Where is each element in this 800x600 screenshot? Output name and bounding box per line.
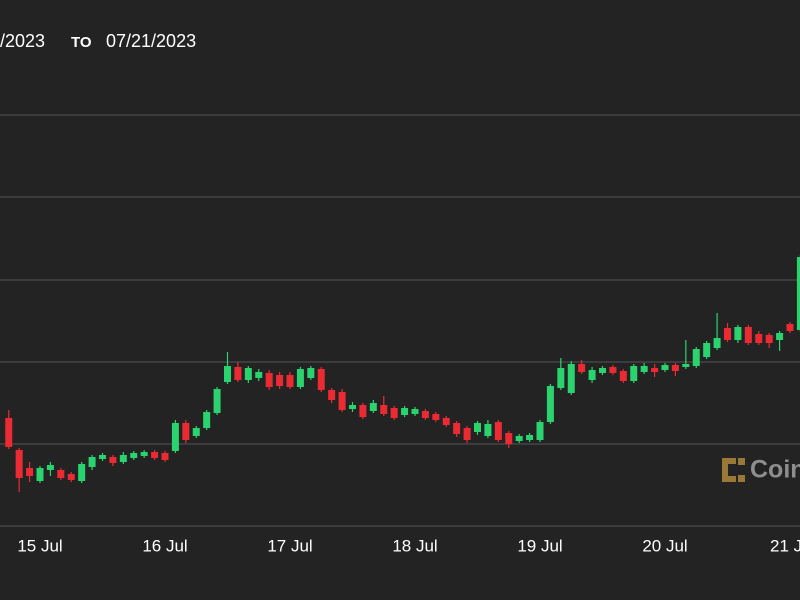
candle-body bbox=[109, 457, 117, 463]
range-from: /2023 bbox=[0, 31, 45, 51]
candle-body bbox=[119, 455, 127, 462]
candle-body bbox=[421, 411, 429, 418]
candle-body bbox=[724, 328, 731, 340]
candle-body bbox=[463, 428, 471, 440]
candle-body bbox=[99, 455, 106, 459]
candle-body bbox=[286, 375, 294, 387]
candle-body bbox=[619, 371, 627, 381]
candle-body bbox=[661, 365, 669, 370]
candle-body bbox=[796, 257, 800, 330]
candle-body bbox=[546, 386, 554, 422]
candle-body bbox=[182, 423, 190, 440]
candle-body bbox=[328, 390, 336, 400]
candle-body bbox=[651, 368, 659, 372]
x-tick-label: 19 Jul bbox=[517, 536, 562, 555]
candle-body bbox=[244, 368, 252, 380]
x-tick-label: 18 Jul bbox=[392, 536, 437, 555]
candle-body bbox=[401, 408, 409, 415]
candles bbox=[5, 255, 800, 492]
x-tick-label: 15 Jul bbox=[17, 536, 62, 555]
candle-body bbox=[192, 428, 200, 436]
candle-body bbox=[640, 366, 648, 372]
candle-body bbox=[390, 408, 398, 418]
candle-body bbox=[15, 450, 23, 478]
candle-body bbox=[744, 327, 752, 343]
candle-body bbox=[46, 465, 54, 470]
candle-body bbox=[411, 409, 419, 414]
candle-body bbox=[755, 334, 763, 343]
candle-body bbox=[557, 368, 565, 388]
candle-body bbox=[474, 423, 481, 432]
candle-body bbox=[57, 470, 65, 478]
candle-body bbox=[36, 468, 44, 481]
candle-body bbox=[599, 368, 606, 373]
x-tick-label: 21 Ju bbox=[770, 536, 800, 555]
candle-body bbox=[338, 392, 346, 410]
x-axis: 15 Jul 16 Jul 17 Jul 18 Jul 19 Jul 20 Jul 21 J… bbox=[17, 536, 800, 555]
candle-body bbox=[171, 423, 179, 451]
candle-body bbox=[536, 422, 544, 440]
watermark-text: Coin bbox=[750, 456, 800, 484]
candle-body bbox=[67, 474, 75, 480]
candle-body bbox=[609, 367, 617, 373]
candle-body bbox=[713, 338, 721, 348]
candle-body bbox=[161, 453, 169, 460]
candle-body bbox=[213, 389, 221, 413]
candle-body bbox=[369, 403, 377, 411]
candle-body bbox=[255, 372, 263, 378]
candle-body bbox=[265, 373, 273, 387]
candle-body bbox=[276, 375, 284, 386]
candle-body bbox=[505, 433, 513, 444]
candle-body bbox=[578, 364, 586, 372]
candle-body bbox=[786, 324, 794, 331]
x-tick-label: 17 Jul bbox=[267, 536, 312, 555]
candle-body bbox=[526, 435, 534, 440]
candle-body bbox=[151, 452, 159, 458]
watermark-logo bbox=[722, 458, 745, 482]
candle-body bbox=[630, 366, 638, 381]
candle-body bbox=[140, 452, 148, 456]
candle-body bbox=[484, 424, 492, 436]
candle-body bbox=[734, 327, 742, 340]
candle-body bbox=[453, 423, 461, 434]
candle-body bbox=[234, 367, 242, 380]
x-tick-label: 20 Jul bbox=[642, 536, 687, 555]
candle-body bbox=[515, 436, 523, 441]
grid bbox=[0, 114, 800, 527]
candle-body bbox=[442, 418, 450, 425]
watermark: Coin bbox=[722, 456, 800, 484]
candle-body bbox=[765, 335, 773, 343]
candle-body bbox=[317, 369, 325, 390]
candle-body bbox=[307, 368, 315, 378]
candle-body bbox=[671, 365, 679, 371]
candle-body bbox=[776, 333, 784, 340]
candle-body bbox=[682, 364, 690, 367]
candle-body bbox=[349, 405, 356, 409]
candle-body bbox=[703, 343, 711, 357]
candle-body bbox=[296, 369, 304, 387]
candle-body bbox=[203, 412, 211, 428]
range-to: 07/21/2023 bbox=[106, 31, 196, 51]
candle-body bbox=[78, 464, 86, 481]
range-to-label: TO bbox=[71, 34, 92, 51]
candle-body bbox=[380, 405, 388, 414]
candle-body bbox=[5, 418, 13, 447]
candle-body bbox=[567, 364, 575, 393]
x-tick-label: 16 Jul bbox=[142, 536, 187, 555]
candle-body bbox=[224, 366, 231, 382]
candle-body bbox=[588, 370, 596, 380]
candle-body bbox=[692, 349, 700, 366]
candle-body bbox=[130, 453, 138, 458]
candle-body bbox=[26, 468, 34, 476]
candle-body bbox=[494, 422, 502, 440]
candle-body bbox=[432, 414, 440, 420]
candle-body bbox=[88, 457, 96, 467]
candle-body bbox=[359, 405, 367, 417]
